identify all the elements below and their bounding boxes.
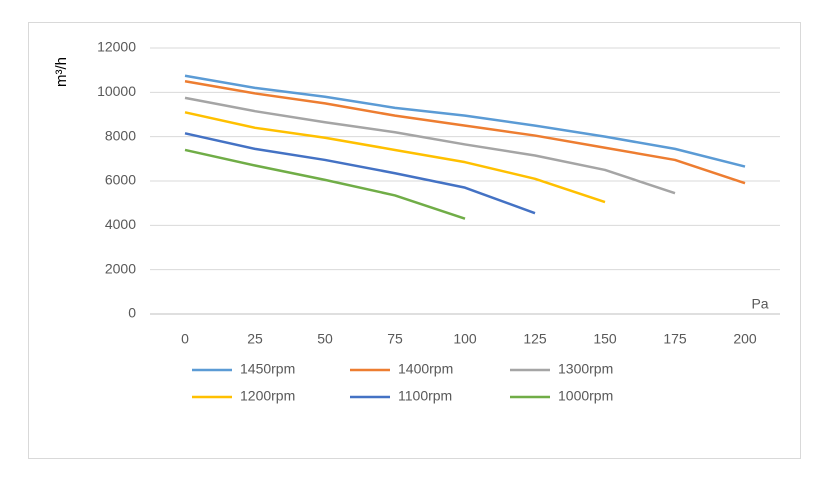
legend-label: 1450rpm <box>240 361 295 377</box>
x-tick-label: 200 <box>733 331 757 347</box>
x-tick-label: 75 <box>387 331 403 347</box>
y-tick-label: 6000 <box>105 172 136 188</box>
data-line <box>184 96 676 195</box>
legend-label: 1200rpm <box>240 388 295 404</box>
data-line <box>184 80 746 185</box>
y-tick-label: 10000 <box>97 83 136 99</box>
x-tick-label: 25 <box>247 331 263 347</box>
chart-frame <box>28 22 801 459</box>
y-axis-label: m³/h <box>53 57 70 87</box>
x-tick-label: 125 <box>523 331 547 347</box>
legend-label: 1400rpm <box>398 361 453 377</box>
x-tick-label: 175 <box>663 331 687 347</box>
data-line <box>184 74 746 168</box>
x-tick-label: 100 <box>453 331 477 347</box>
y-tick-label: 2000 <box>105 260 136 276</box>
y-tick-label: 8000 <box>105 127 136 143</box>
legend-label: 1300rpm <box>558 361 613 377</box>
data-line <box>184 132 536 215</box>
y-tick-label: 0 <box>128 305 136 321</box>
legend-label: 1000rpm <box>558 388 613 404</box>
data-line <box>184 148 466 220</box>
data-line <box>184 111 606 204</box>
legend-label: 1100rpm <box>398 388 452 404</box>
x-tick-label: 0 <box>181 331 189 347</box>
y-tick-label: 4000 <box>105 216 136 232</box>
x-axis-label: Pa <box>751 296 768 312</box>
y-tick-label: 12000 <box>97 39 136 55</box>
x-tick-label: 50 <box>317 331 333 347</box>
x-tick-label: 150 <box>593 331 617 347</box>
